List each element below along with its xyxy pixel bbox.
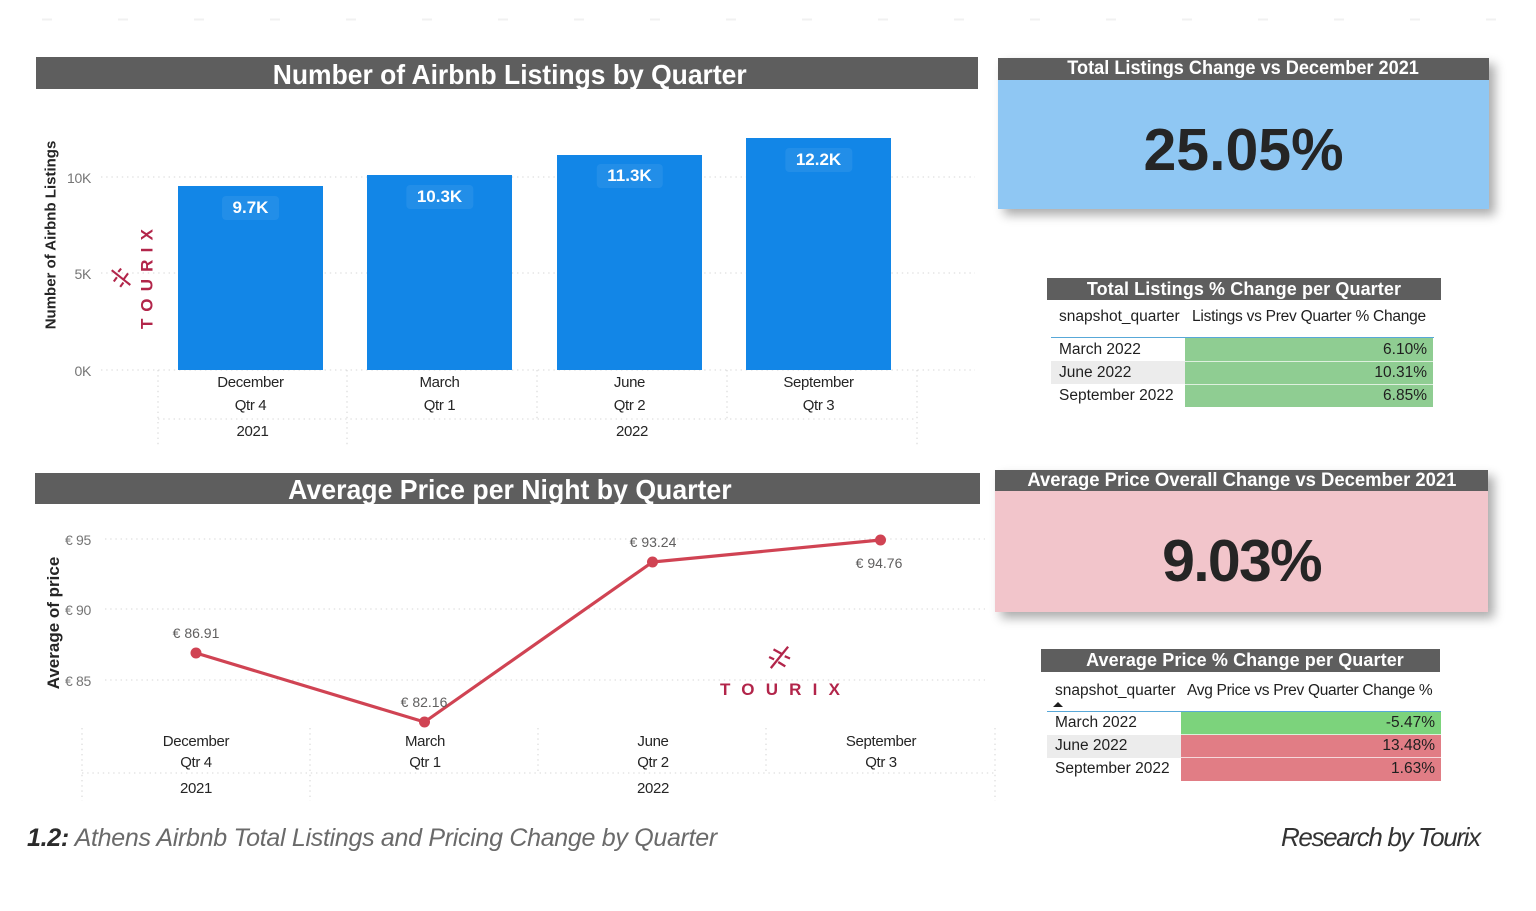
svg-text:TOURIX: TOURIX (720, 680, 845, 699)
svg-text:TOURIX: TOURIX (138, 222, 157, 329)
